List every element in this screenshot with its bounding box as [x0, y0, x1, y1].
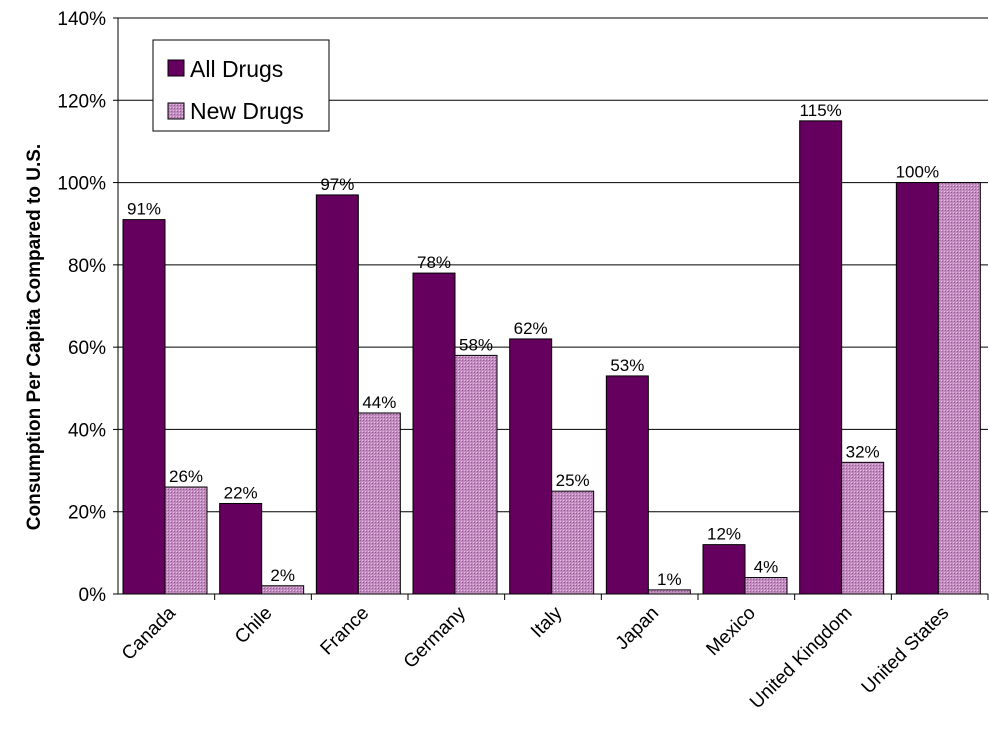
x-tick-label: United Kingdom — [746, 603, 856, 713]
bar-new-drugs-japan — [647, 589, 691, 595]
data-label: 26% — [169, 467, 203, 486]
bar-all-drugs-mexico — [702, 544, 746, 595]
data-labels: 91% 26% 22% 2% 97% 44% 78% 58% 62% 25% 53% 1% 12% 4% 1… — [127, 101, 939, 589]
y-tick-label: 20% — [68, 503, 106, 524]
x-tick-label: France — [317, 603, 374, 660]
x-tick-label: Japan — [612, 603, 663, 654]
y-tick-label: 120% — [57, 91, 106, 112]
legend-swatch-all-drugs — [167, 59, 185, 77]
bar-all-drugs-united-kingdom — [799, 120, 843, 595]
axes — [113, 17, 989, 600]
data-label: 115% — [800, 101, 842, 120]
data-label: 53% — [610, 356, 644, 375]
y-tick-label: 60% — [68, 338, 106, 359]
data-label: 25% — [556, 471, 590, 490]
x-tick-label: Germany — [400, 602, 470, 672]
x-tick-labels: Canada Chile France Germany Italy Japan Mexico… — [118, 602, 953, 713]
bar-new-drugs-france — [357, 412, 401, 595]
legend-label-new-drugs: New Drugs — [190, 98, 304, 124]
bar-all-drugs-united-states — [895, 182, 939, 595]
data-label: 12% — [707, 525, 741, 544]
bar-all-drugs-france — [315, 194, 359, 595]
bar-new-drugs-united-kingdom — [841, 461, 885, 595]
bar-all-drugs-italy — [509, 338, 553, 595]
x-tick-label: Mexico — [702, 603, 759, 660]
bar-all-drugs-japan — [605, 375, 649, 595]
y-tick-label: 80% — [68, 256, 106, 277]
data-label: 32% — [846, 442, 880, 461]
bar-new-drugs-chile — [261, 585, 305, 595]
data-label: 44% — [362, 393, 396, 412]
data-label: 22% — [224, 483, 258, 502]
x-tick-label: Canada — [118, 602, 180, 664]
y-tick-label: 140% — [57, 9, 106, 30]
bar-all-drugs-chile — [219, 502, 263, 595]
bars — [122, 120, 981, 595]
y-tick-labels: 0% 20% 40% 60% 80% 100% 120% 140% — [57, 9, 106, 606]
x-tick-label: United States — [858, 603, 954, 699]
bar-all-drugs-canada — [122, 219, 166, 595]
data-label: 100% — [896, 163, 939, 182]
legend-swatch-new-drugs — [167, 102, 185, 120]
bar-new-drugs-italy — [551, 490, 595, 595]
data-label: 91% — [127, 200, 161, 219]
y-axis-label: Consumption Per Capita Compared to U.S. — [24, 144, 45, 530]
legend: All Drugs New Drugs — [152, 39, 330, 132]
bar-new-drugs-united-states — [937, 182, 981, 595]
bar-all-drugs-germany — [412, 272, 456, 595]
data-label: 97% — [320, 175, 354, 194]
bar-new-drugs-mexico — [744, 577, 788, 595]
x-tick-label: Chile — [231, 603, 276, 648]
y-tick-label: 0% — [79, 585, 107, 606]
data-label: 78% — [417, 253, 451, 272]
data-label: 1% — [657, 570, 682, 589]
data-label: 2% — [270, 566, 295, 585]
data-label: 4% — [754, 558, 779, 577]
x-tick-label: Italy — [527, 602, 567, 642]
bar-new-drugs-canada — [164, 486, 208, 595]
y-tick-label: 100% — [57, 174, 106, 195]
data-label: 58% — [459, 335, 493, 354]
data-label: 62% — [514, 319, 548, 338]
y-tick-label: 40% — [68, 420, 106, 441]
legend-label-all-drugs: All Drugs — [190, 56, 283, 82]
bar-new-drugs-germany — [454, 354, 498, 595]
